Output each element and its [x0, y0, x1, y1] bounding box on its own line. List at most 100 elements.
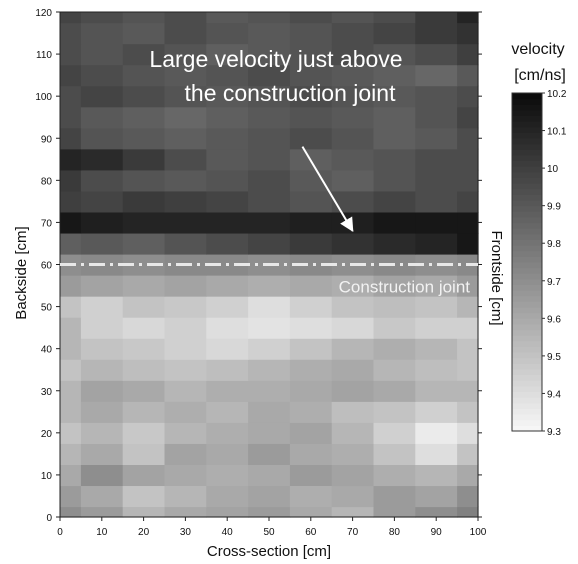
colorbar-step	[512, 352, 542, 359]
heatmap-cell	[457, 401, 479, 423]
heatmap-cell	[122, 253, 166, 276]
heatmap-cell	[206, 401, 249, 423]
heatmap-cell	[80, 317, 124, 339]
colorbar-step	[512, 188, 542, 195]
heatmap-cell	[122, 169, 166, 192]
heatmap-cell	[80, 64, 124, 87]
heatmap-cell	[80, 22, 124, 45]
heatmap-cell	[60, 338, 82, 360]
x-tick-label: 90	[431, 527, 443, 538]
x-tick-label: 70	[347, 527, 359, 538]
heatmap-cell	[122, 506, 166, 518]
heatmap-cell	[289, 338, 333, 360]
heatmap-cell	[122, 359, 166, 381]
heatmap-cell	[248, 232, 291, 255]
heatmap-cell	[373, 190, 416, 213]
colorbar-step	[512, 273, 542, 280]
colorbar-tick-label: 9.5	[547, 352, 561, 363]
colorbar-step	[512, 363, 542, 370]
colorbar-step	[512, 171, 542, 178]
x-tick-label: 60	[305, 527, 317, 538]
y-tick-label: 50	[41, 303, 53, 314]
heatmap-cell	[60, 211, 82, 234]
heatmap-cell	[248, 317, 291, 339]
heatmap-cell	[122, 148, 166, 171]
heatmap-cell	[206, 380, 249, 402]
heatmap-cell	[331, 43, 375, 66]
heatmap-cell	[60, 359, 82, 381]
heatmap-cell	[60, 43, 82, 66]
heatmap-cell	[289, 317, 333, 339]
x-tick-label: 20	[138, 527, 150, 538]
heatmap-cell	[457, 22, 479, 45]
heatmap-cell	[248, 338, 291, 360]
colorbar-step	[512, 245, 542, 252]
heatmap-cell	[248, 211, 291, 234]
heatmap-cell	[206, 211, 249, 234]
heatmap-cell	[457, 211, 479, 234]
colorbar-step	[512, 250, 542, 257]
heatmap-cell	[457, 443, 479, 465]
heatmap-cell	[415, 253, 458, 276]
heatmap-cell	[248, 506, 291, 518]
heatmap-cell	[457, 506, 479, 518]
heatmap-cell	[331, 485, 375, 508]
heatmap-cell	[206, 275, 249, 297]
colorbar-step	[512, 346, 542, 353]
heatmap-cell	[122, 211, 166, 234]
heatmap-cell	[80, 506, 124, 518]
heatmap-cell	[164, 338, 207, 360]
colorbar-step	[512, 126, 542, 133]
heatmap-cell	[331, 338, 375, 360]
heatmap-cell	[206, 317, 249, 339]
heatmap-cell	[457, 380, 479, 402]
heatmap-cell	[289, 422, 333, 444]
heatmap-cell	[289, 485, 333, 508]
heatmap-cell	[164, 232, 207, 255]
heatmap-cell	[80, 464, 124, 487]
heatmap-cell	[415, 380, 458, 402]
colorbar-tick-label: 9.6	[547, 314, 561, 325]
colorbar-step	[512, 183, 542, 190]
y-tick-label: 30	[41, 387, 53, 398]
heatmap-cell	[415, 359, 458, 381]
heatmap-cell	[331, 127, 375, 150]
heatmap-cell	[289, 85, 333, 108]
heatmap-cell	[331, 506, 375, 518]
heatmap-cell	[164, 169, 207, 192]
annotation-line-1: Large velocity just above	[149, 46, 402, 72]
heatmap-cell	[164, 190, 207, 213]
heatmap-cell	[122, 338, 166, 360]
heatmap-cell	[289, 253, 333, 276]
heatmap-cell	[206, 443, 249, 465]
heatmap-cell	[248, 148, 291, 171]
colorbar-step	[512, 200, 542, 207]
heatmap-cell	[331, 190, 375, 213]
heatmap-cell	[122, 12, 166, 24]
heatmap-cell	[60, 485, 82, 508]
heatmap-cell	[457, 85, 479, 108]
heatmap-cell	[248, 85, 291, 108]
heatmap-cell	[80, 443, 124, 465]
heatmap-cell	[80, 275, 124, 297]
heatmap-cell	[164, 211, 207, 234]
x-tick-label: 50	[263, 527, 275, 538]
colorbar-step	[512, 408, 542, 415]
heatmap-cell	[415, 64, 458, 87]
heatmap-cell	[60, 169, 82, 192]
y-tick-label: 0	[46, 513, 52, 524]
heatmap-cell	[415, 12, 458, 24]
heatmap-cell	[60, 12, 82, 24]
colorbar-step	[512, 295, 542, 302]
heatmap-cell	[122, 485, 166, 508]
heatmap-cell	[373, 64, 416, 87]
heatmap-cell	[80, 485, 124, 508]
heatmap-cell	[331, 359, 375, 381]
heatmap-cell	[60, 296, 82, 318]
colorbar-step	[512, 380, 542, 387]
heatmap-cell	[373, 464, 416, 487]
heatmap-cell	[289, 169, 333, 192]
heatmap-cell	[248, 359, 291, 381]
heatmap-cell	[122, 401, 166, 423]
heatmap-cell	[122, 85, 166, 108]
